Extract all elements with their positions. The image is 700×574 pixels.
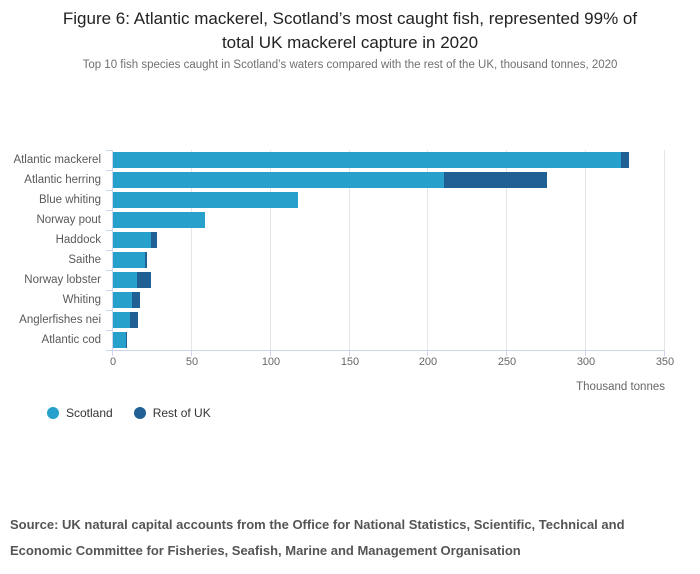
category-tick-4: [106, 230, 112, 231]
bar-row-atlantic-herring: [113, 172, 547, 188]
gridline-100: [270, 150, 271, 350]
chart-title-line1: Figure 6: Atlantic mackerel, Scotland’s …: [62, 9, 638, 28]
source-line2: Economic Committee for Fisheries, Seafis…: [10, 543, 521, 558]
bar-rest-of-uk-atlantic-mackerel[interactable]: [620, 152, 629, 168]
category-label-saithe: Saithe: [68, 254, 101, 266]
bar-row-blue-whiting: [113, 192, 298, 208]
bar-rest-of-uk-saithe[interactable]: [144, 252, 147, 268]
y-axis-line: [112, 150, 113, 350]
bar-row-whiting: [113, 292, 140, 308]
gridline-300: [585, 150, 586, 350]
category-label-atlantic-mackerel: Atlantic mackerel: [13, 154, 101, 166]
bar-row-atlantic-mackerel: [113, 152, 629, 168]
bar-row-atlantic-cod: [113, 332, 128, 348]
legend-item-scotland[interactable]: Scotland: [47, 406, 113, 420]
x-tick-300: [585, 351, 586, 356]
bar-rest-of-uk-anglerfishes-nei[interactable]: [130, 312, 139, 328]
bar-rest-of-uk-atlantic-herring[interactable]: [444, 172, 547, 188]
category-tick-2: [106, 190, 112, 191]
category-tick-7: [106, 290, 112, 291]
category-tick-5: [106, 250, 112, 251]
bar-row-saithe: [113, 252, 147, 268]
legend-label-rest-of-uk: Rest of UK: [152, 406, 211, 420]
x-tick-100: [270, 351, 271, 356]
bar-scotland-whiting[interactable]: [113, 292, 132, 308]
source-note: Source: UK natural capital accounts from…: [10, 512, 695, 564]
x-tick-50: [191, 351, 192, 356]
bar-row-norway-pout: [113, 212, 205, 228]
x-tick-0: [112, 351, 113, 356]
bar-rest-of-uk-atlantic-cod[interactable]: [125, 332, 128, 348]
category-label-anglerfishes-nei: Anglerfishes nei: [19, 314, 101, 326]
source-line1: Source: UK natural capital accounts from…: [10, 517, 625, 532]
chart-title: Figure 6: Atlantic mackerel, Scotland’s …: [0, 7, 700, 55]
x-axis-tick-label-100: 100: [261, 356, 281, 368]
chart-subtitle: Top 10 fish species caught in Scotland’s…: [82, 59, 618, 71]
x-tick-200: [427, 351, 428, 356]
x-tick-250: [506, 351, 507, 356]
legend-item-rest-of-uk[interactable]: Rest of UK: [133, 406, 211, 420]
chart-title-line2: total UK mackerel capture in 2020: [221, 33, 479, 52]
category-label-atlantic-herring: Atlantic herring: [24, 174, 101, 186]
bar-scotland-anglerfishes-nei[interactable]: [113, 312, 131, 328]
bar-scotland-norway-lobster[interactable]: [113, 272, 137, 288]
bar-scotland-atlantic-mackerel[interactable]: [113, 152, 621, 168]
gridline-150: [349, 150, 350, 350]
bar-row-haddock: [113, 232, 158, 248]
category-label-whiting: Whiting: [62, 294, 101, 306]
x-axis-tick-label-200: 200: [418, 356, 438, 368]
legend: Scotland Rest of UK: [47, 406, 211, 420]
x-tick-150: [349, 351, 350, 356]
x-axis-tick-label-50: 50: [185, 356, 199, 368]
bar-scotland-haddock[interactable]: [113, 232, 151, 248]
category-tick-1: [106, 170, 112, 171]
gridline-350: [664, 150, 665, 350]
gridline-200: [427, 150, 428, 350]
x-axis-tick-label-350: 350: [655, 356, 675, 368]
legend-label-scotland: Scotland: [66, 406, 113, 420]
category-label-norway-pout: Norway pout: [36, 214, 101, 226]
plot-area: [106, 150, 665, 356]
bar-scotland-atlantic-cod[interactable]: [113, 332, 126, 348]
x-axis-tick-label-150: 150: [340, 356, 360, 368]
category-label-haddock: Haddock: [55, 234, 101, 246]
bar-scotland-blue-whiting[interactable]: [113, 192, 298, 208]
bar-scotland-norway-pout[interactable]: [113, 212, 205, 228]
category-tick-9: [106, 330, 112, 331]
bar-row-norway-lobster: [113, 272, 151, 288]
bar-rest-of-uk-whiting[interactable]: [131, 292, 140, 308]
category-tick-10: [106, 350, 112, 351]
category-label-atlantic-cod: Atlantic cod: [41, 334, 101, 346]
scotland-legend-marker-icon: [47, 407, 59, 419]
rest-of-uk-legend-marker-icon: [133, 407, 146, 419]
category-tick-6: [106, 270, 112, 271]
gridline-50: [191, 150, 192, 350]
x-axis-tick-label-0: 0: [109, 356, 117, 368]
bar-scotland-atlantic-herring[interactable]: [113, 172, 445, 188]
category-tick-3: [106, 210, 112, 211]
x-tick-350: [664, 351, 665, 356]
category-tick-8: [106, 310, 112, 311]
x-axis-tick-label-250: 250: [497, 356, 517, 368]
bar-row-anglerfishes-nei: [113, 312, 139, 328]
category-label-blue-whiting: Blue whiting: [38, 194, 101, 206]
category-tick-0: [106, 150, 112, 151]
bar-rest-of-uk-haddock[interactable]: [150, 232, 158, 248]
bar-rest-of-uk-norway-lobster[interactable]: [136, 272, 151, 288]
gridline-250: [506, 150, 507, 350]
x-axis-title: Thousand tonnes: [576, 381, 665, 393]
x-axis-line: [112, 350, 665, 351]
category-label-norway-lobster: Norway lobster: [24, 274, 101, 286]
bar-scotland-saithe[interactable]: [113, 252, 145, 268]
x-axis-tick-label-300: 300: [576, 356, 596, 368]
